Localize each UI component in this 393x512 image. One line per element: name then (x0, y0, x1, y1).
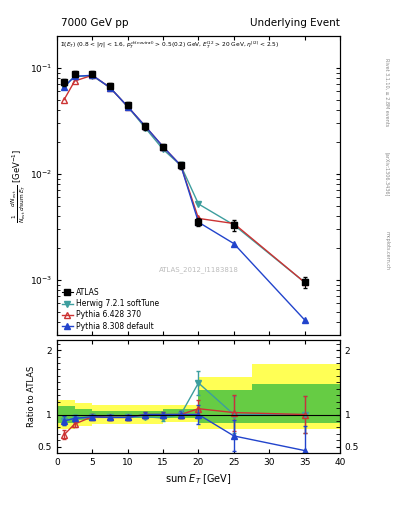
Text: Underlying Event: Underlying Event (250, 18, 340, 28)
Bar (145, 411, 163, 418)
Bar (198, 390, 252, 423)
Bar (181, 406, 198, 422)
X-axis label: sum $E_T$ [GeV]: sum $E_T$ [GeV] (165, 473, 232, 486)
Bar (252, 365, 340, 429)
Bar (75, 403, 92, 426)
Text: 7000 GeV pp: 7000 GeV pp (61, 18, 129, 28)
Bar (145, 406, 163, 423)
Bar (75, 410, 92, 420)
Bar (92, 411, 110, 418)
Bar (128, 406, 145, 423)
Text: mcplots.cern.ch: mcplots.cern.ch (385, 231, 389, 270)
Bar (252, 383, 340, 423)
Text: ATLAS_2012_I1183818: ATLAS_2012_I1183818 (158, 266, 239, 273)
Text: Rivet 3.1.10, ≥ 2.8M events: Rivet 3.1.10, ≥ 2.8M events (385, 58, 389, 126)
Bar (181, 410, 198, 418)
Y-axis label: Ratio to ATLAS: Ratio to ATLAS (28, 366, 37, 428)
Bar (57, 406, 75, 423)
Bar (198, 377, 252, 429)
Text: $\Sigma(E_T)$ (0.8 < |$\eta$| < 1.6, $p_T^{ch(neutral)}$ > 0.5(0.2) GeV, $E_T^{l: $\Sigma(E_T)$ (0.8 < |$\eta$| < 1.6, $p_… (60, 39, 279, 50)
Bar (92, 406, 110, 423)
Bar (110, 406, 128, 423)
Bar (128, 411, 145, 418)
Bar (57, 400, 75, 429)
Bar (163, 410, 181, 418)
Text: [arXiv:1306.3436]: [arXiv:1306.3436] (385, 152, 389, 196)
Bar (110, 411, 128, 418)
Legend: ATLAS, Herwig 7.2.1 softTune, Pythia 6.428 370, Pythia 8.308 default: ATLAS, Herwig 7.2.1 softTune, Pythia 6.4… (59, 285, 162, 334)
Bar (163, 406, 181, 422)
Y-axis label: $\frac{1}{N_{\mathrm{evt}}} \frac{d\,N_{\mathrm{evt}}}{d\,\mathrm{sum}\,E_T}$ [G: $\frac{1}{N_{\mathrm{evt}}} \frac{d\,N_{… (10, 148, 28, 223)
